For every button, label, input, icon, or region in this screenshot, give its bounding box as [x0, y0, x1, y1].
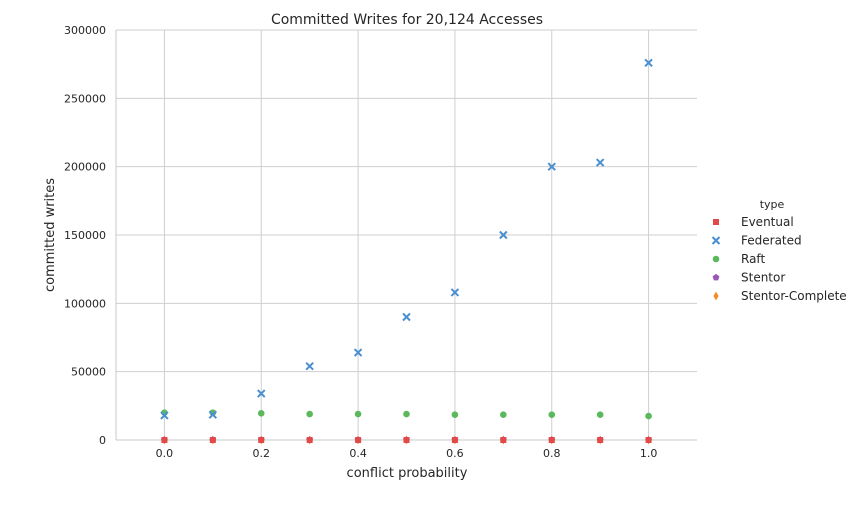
legend-label: Eventual	[741, 215, 794, 229]
data-point	[645, 437, 652, 443]
legend-label: Stentor-Complete	[741, 289, 847, 303]
data-point	[354, 410, 362, 418]
data-point	[500, 437, 507, 443]
legend-label: Federated	[741, 234, 802, 248]
data-point	[644, 58, 653, 68]
data-point	[306, 410, 313, 418]
data-point	[450, 288, 460, 297]
data-point	[257, 389, 266, 398]
data-point	[209, 437, 216, 443]
legend-item: Stentor	[712, 271, 785, 285]
data-point	[208, 410, 218, 419]
legend-item: Federated	[711, 234, 802, 248]
data-point	[500, 411, 507, 419]
data-point	[597, 437, 604, 443]
x-tick-label: 0.4	[349, 447, 367, 460]
y-tick-label: 250000	[64, 92, 106, 105]
legend-marker	[712, 255, 720, 263]
legend-marker	[711, 236, 721, 245]
data-point	[547, 162, 556, 171]
legend-marker	[713, 219, 719, 225]
x-tick-label: 0.0	[156, 447, 174, 460]
legend-title: type	[760, 198, 785, 211]
legend-items: Eventual Federated Raft Stentor Stentor-Comp…	[711, 215, 847, 303]
series-federated	[160, 58, 653, 420]
legend-item: Stentor-Complete	[713, 289, 847, 303]
legend-item: Eventual	[713, 215, 794, 229]
series-eventual	[161, 437, 652, 443]
data-point	[645, 412, 652, 420]
y-tick-labels: 0 50000 100000 150000 200000 250000 300000	[64, 24, 106, 447]
data-points	[160, 58, 653, 445]
data-point	[160, 411, 169, 420]
legend: type Eventual Federated Raft Stentor Stentor…	[711, 198, 847, 303]
y-tick-label: 200000	[64, 161, 106, 174]
legend-label: Stentor	[741, 271, 785, 285]
grid-lines	[116, 29, 697, 441]
data-point	[548, 437, 555, 443]
data-point	[353, 348, 363, 357]
data-point	[161, 437, 168, 443]
legend-marker	[713, 291, 719, 301]
data-point	[403, 437, 410, 443]
y-tick-label: 150000	[64, 229, 106, 242]
chart-title: Committed Writes for 20,124 Accesses	[271, 12, 543, 28]
data-point	[596, 411, 604, 419]
data-point	[402, 312, 411, 322]
data-point	[548, 411, 556, 419]
data-point	[305, 361, 314, 371]
data-point	[306, 437, 313, 443]
data-point	[355, 437, 362, 443]
data-point	[258, 437, 265, 443]
y-tick-label: 0	[99, 434, 106, 447]
data-point	[499, 230, 508, 240]
x-tick-label: 0.8	[543, 447, 561, 460]
y-tick-label: 300000	[64, 24, 106, 37]
x-tick-label: 0.6	[446, 447, 464, 460]
y-tick-label: 50000	[71, 366, 106, 379]
x-tick-label: 1.0	[640, 447, 658, 460]
data-point	[451, 437, 458, 443]
y-axis-label: committed writes	[43, 178, 58, 292]
legend-marker	[712, 273, 720, 281]
data-point	[595, 158, 605, 167]
x-axis-label: conflict probability	[347, 466, 468, 481]
legend-label: Raft	[741, 252, 765, 266]
series-raft	[161, 409, 652, 420]
data-point	[257, 410, 265, 417]
legend-item: Raft	[712, 252, 765, 266]
x-tick-label: 0.2	[253, 447, 271, 460]
y-tick-label: 100000	[64, 297, 106, 310]
data-point	[403, 410, 410, 418]
data-point	[451, 411, 459, 419]
x-tick-labels: 0.0 0.2 0.4 0.6 0.8 1.0	[156, 447, 658, 460]
